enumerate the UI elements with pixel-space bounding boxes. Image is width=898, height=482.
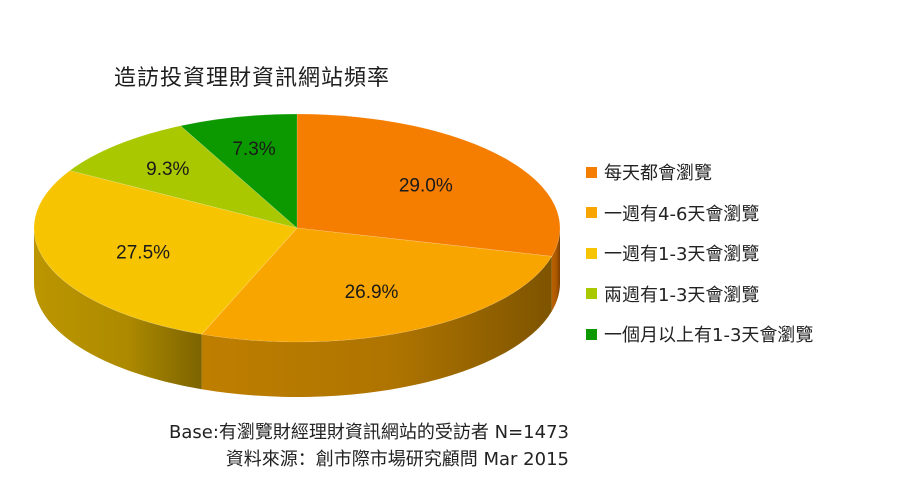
base-note: Base:有瀏覽財經理財資訊網站的受訪者 N=1473 [169, 422, 569, 443]
legend-item-weekly-4-6: 一週有4-6天會瀏覽 [586, 193, 886, 234]
legend-label: 一個月以上有1-3天會瀏覽 [604, 325, 814, 347]
pie-top-face [33, 113, 561, 343]
data-label-slice-biweekly-1-3: 9.3% [146, 159, 189, 180]
source-note: 資料來源：創市際市場研究顧問 Mar 2015 [225, 449, 569, 470]
data-label-slice-daily: 29.0% [399, 176, 453, 197]
legend-swatch [586, 166, 597, 178]
slice-weekly-1-3-side-shade [34, 228, 202, 390]
legend-label: 一週有4-6天會瀏覽 [604, 203, 760, 225]
slice-daily-side-shade [551, 228, 560, 312]
slice-weekly-4-6 [201, 227, 553, 343]
legend-item-biweekly-1-3: 兩週有1-3天會瀏覽 [586, 274, 886, 315]
pie-side-walls [34, 228, 560, 397]
data-label-slice-weekly-1-3: 27.5% [116, 242, 170, 263]
legend-item-monthly-1-3: 一個月以上有1-3天會瀏覽 [586, 314, 886, 355]
legend-item-weekly-1-3: 一週有1-3天會瀏覽 [586, 233, 886, 274]
pie-data-labels: 29.0% 26.9% 27.5% 9.3% 7.3% [116, 139, 453, 303]
slice-weekly-4-6-side-shade [201, 256, 552, 397]
legend-item-daily: 每天都會瀏覽 [586, 152, 886, 193]
data-label-slice-weekly-4-6: 26.9% [345, 282, 399, 303]
slice-monthly-1-3 [179, 113, 298, 229]
slice-biweekly-1-3 [69, 125, 298, 229]
legend: 每天都會瀏覽 一週有4-6天會瀏覽 一週有1-3天會瀏覽 兩週有1-3天會瀏覽 … [586, 152, 886, 355]
legend-swatch [586, 288, 597, 300]
chart-title: 造訪投資理財資訊網站頻率 [114, 66, 391, 91]
slice-weekly-1-3 [33, 170, 298, 335]
legend-swatch [586, 247, 597, 259]
legend-label: 兩週有1-3天會瀏覽 [604, 284, 760, 306]
legend-label: 每天都會瀏覽 [604, 163, 712, 185]
legend-swatch [586, 328, 597, 340]
data-label-slice-monthly-1-3: 7.3% [232, 139, 275, 160]
legend-swatch [586, 207, 597, 219]
slice-daily [296, 113, 561, 257]
legend-label: 一週有1-3天會瀏覽 [604, 244, 760, 266]
